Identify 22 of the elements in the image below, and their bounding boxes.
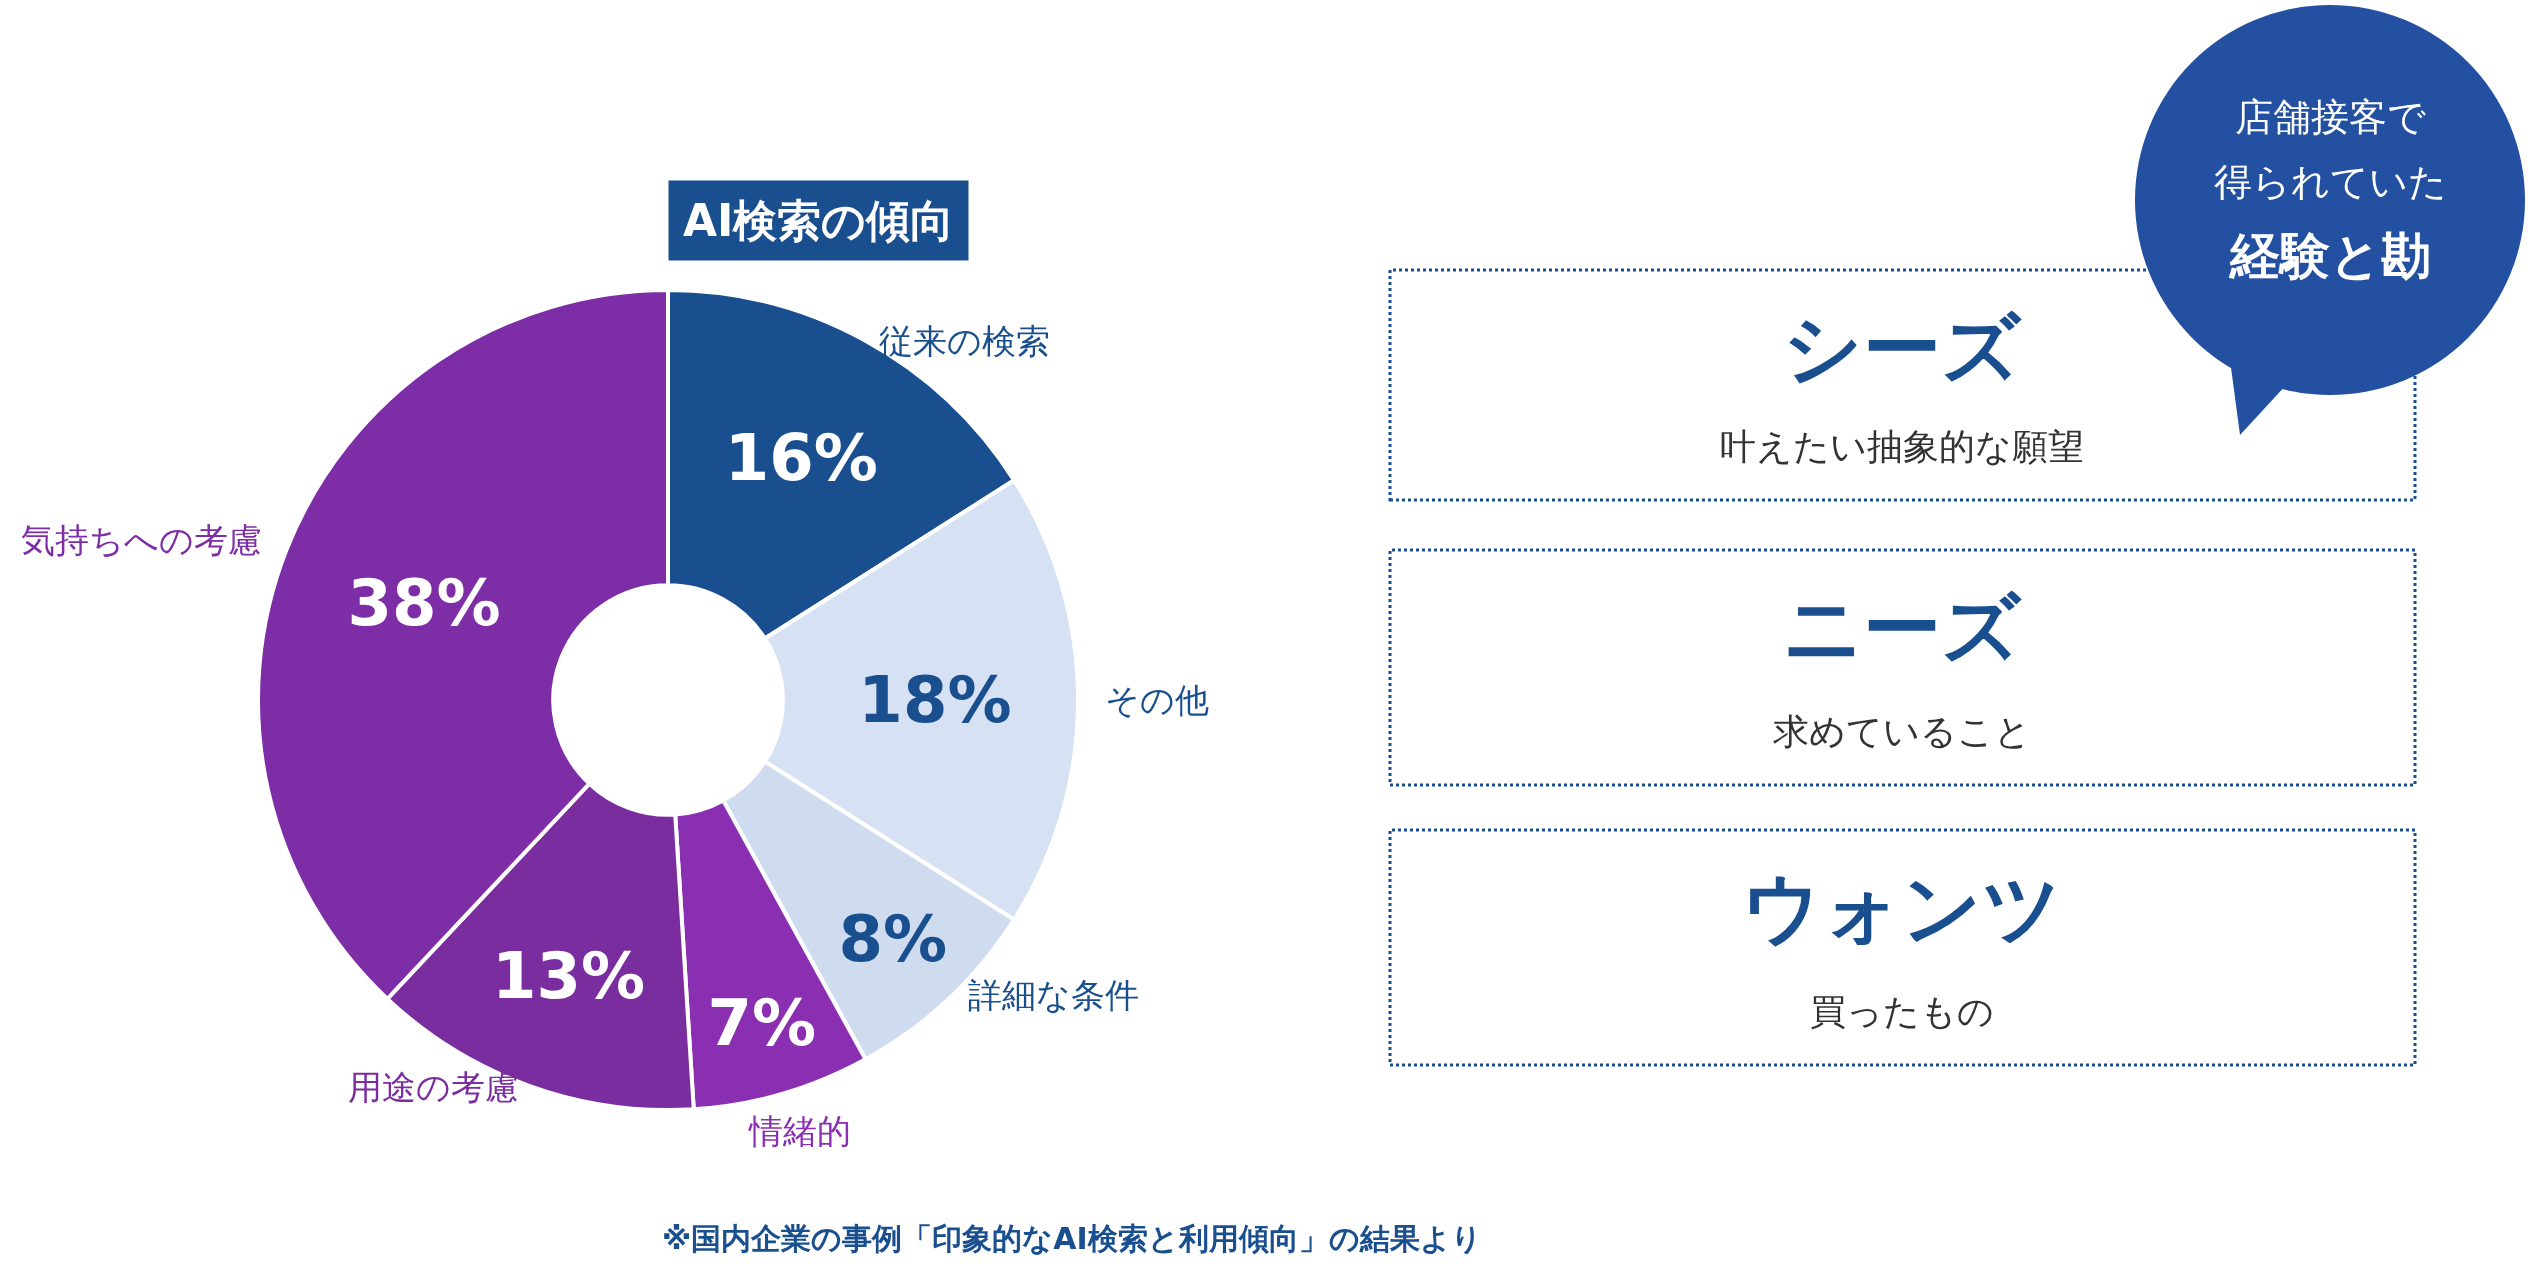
data-label: 7%: [707, 986, 817, 1061]
text: ウォンツ: [1742, 862, 2062, 953]
slice-label: 気持ちへの考慮: [21, 520, 262, 560]
data-label: 8%: [838, 902, 948, 977]
data-label: 18%: [858, 663, 1012, 737]
text: 求めていること: [1773, 711, 2031, 752]
text: シーズ: [1783, 302, 2022, 393]
data-label: 16%: [724, 420, 878, 495]
text: 経験と勘: [2227, 226, 2431, 285]
text: 叶えたい抽象的な願望: [1720, 426, 2084, 467]
slice-label: 情緒的: [748, 1111, 851, 1151]
text: 店舗接客で: [2234, 94, 2426, 139]
slice-label: 詳細な条件: [968, 975, 1139, 1015]
slice-label: その他: [1105, 680, 1209, 720]
data-label: 13%: [492, 939, 646, 1014]
data-label: 38%: [347, 566, 501, 641]
text: 得られていた: [2213, 159, 2447, 204]
text: ※国内企業の事例「印象的なAI検索と利用傾向」の結果より: [662, 1221, 1482, 1256]
text: ニーズ: [1783, 582, 2022, 673]
text: 買ったもの: [1810, 991, 1994, 1032]
chart-title: AI検索の傾向: [683, 195, 955, 246]
slice-label: 従来の検索: [879, 321, 1050, 361]
